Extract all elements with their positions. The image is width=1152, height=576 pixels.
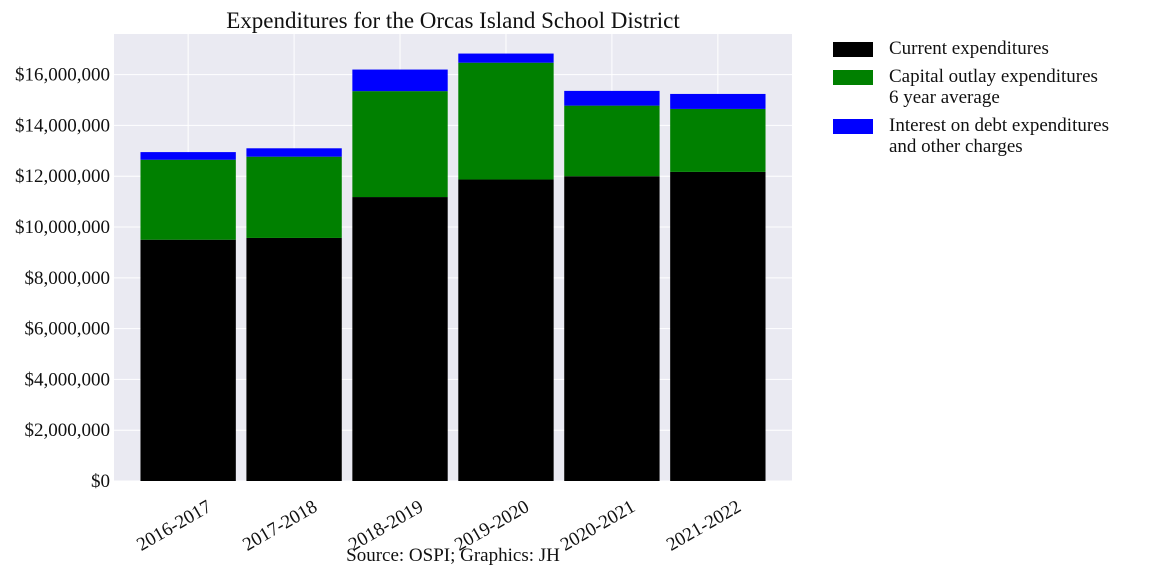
legend-swatch-capital xyxy=(833,70,873,85)
legend-label-interest-line1: Interest on debt expenditures xyxy=(889,115,1110,136)
bar-segment-capital xyxy=(670,108,766,172)
bar-segment-interest xyxy=(458,53,554,63)
legend: Current expenditures Capital outlay expe… xyxy=(833,38,1109,164)
y-tick-label: $0 xyxy=(91,471,110,492)
bar-segment-interest xyxy=(670,93,766,109)
bar-segment-current xyxy=(458,179,554,481)
bar-segment-capital xyxy=(140,159,236,240)
y-tick-label: $14,000,000 xyxy=(15,115,110,136)
legend-label-capital-line2: 6 year average xyxy=(889,87,1000,108)
y-axis-ticks: $0 $2,000,000 $4,000,000 $6,000,000 $8,000,0… xyxy=(15,65,110,492)
legend-item-capital: Capital outlay expenditures 6 year avera… xyxy=(833,66,1109,108)
bar-segment-capital xyxy=(352,91,448,198)
x-tick-label: 2020-2021 xyxy=(557,496,639,555)
bar-segment-interest xyxy=(352,69,448,92)
y-tick-label: $4,000,000 xyxy=(25,369,111,390)
y-tick-label: $10,000,000 xyxy=(15,217,110,238)
bar-segment-interest xyxy=(140,152,236,160)
y-tick-label: $6,000,000 xyxy=(25,319,111,340)
bar-segment-interest xyxy=(246,148,342,157)
chart-caption: Source: OSPI; Graphics: JH xyxy=(346,545,560,566)
bar-segment-capital xyxy=(564,105,660,177)
bar-segment-capital xyxy=(246,156,342,238)
chart-title: Expenditures for the Orcas Island School… xyxy=(226,8,680,33)
y-tick-label: $2,000,000 xyxy=(25,420,111,441)
legend-item-interest: Interest on debt expenditures and other … xyxy=(833,115,1109,157)
bars xyxy=(140,53,766,481)
bar-segment-current xyxy=(352,197,448,481)
bar-segment-current xyxy=(140,239,236,481)
bar-segment-current xyxy=(246,237,342,481)
bar-segment-current xyxy=(564,176,660,481)
legend-label-current: Current expenditures xyxy=(889,38,1049,59)
legend-swatch-interest xyxy=(833,119,873,134)
bar-segment-interest xyxy=(564,90,660,106)
legend-label-interest-line2: and other charges xyxy=(889,136,1023,157)
legend-swatch-current xyxy=(833,42,873,57)
bar-segment-current xyxy=(670,171,766,481)
legend-item-current: Current expenditures xyxy=(833,38,1109,59)
bar-segment-capital xyxy=(458,62,554,180)
legend-label-capital-line1: Capital outlay expenditures xyxy=(889,66,1098,87)
y-tick-label: $16,000,000 xyxy=(15,65,110,86)
y-tick-label: $12,000,000 xyxy=(15,166,110,187)
x-tick-label: 2016-2017 xyxy=(133,496,215,555)
x-tick-label: 2021-2022 xyxy=(663,496,745,555)
y-tick-label: $8,000,000 xyxy=(25,268,111,289)
x-tick-label: 2017-2018 xyxy=(239,496,321,555)
